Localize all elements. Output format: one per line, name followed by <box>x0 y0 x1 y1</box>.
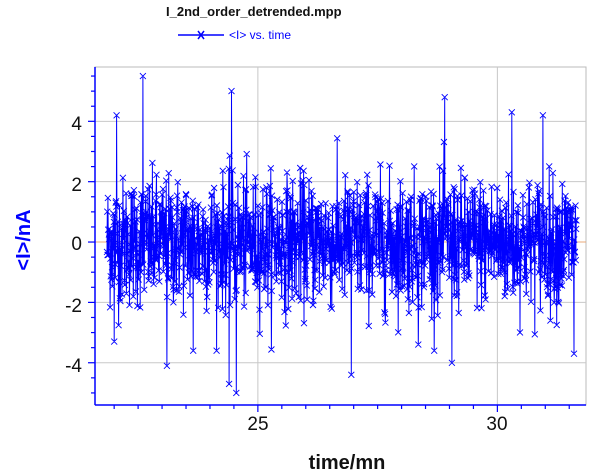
plot-area <box>88 66 587 412</box>
legend-marker <box>197 30 205 40</box>
y-tick-label-neg2: -2 <box>65 296 82 317</box>
chart-title: I_2nd_order_detrended.mpp <box>166 4 342 19</box>
legend: <I> vs. time <box>178 28 291 42</box>
legend-series-label: <I> vs. time <box>229 28 291 42</box>
y-tick-label-2: 2 <box>71 175 82 196</box>
y-tick-label-4: 4 <box>71 114 82 135</box>
x-tick-label-30: 30 <box>486 414 507 435</box>
y-tick-label-0: 0 <box>71 234 82 255</box>
y-axis-title: <I>/nA <box>13 209 35 270</box>
series-markers <box>103 72 580 397</box>
y-tick-label-neg4: -4 <box>65 356 82 377</box>
x-tick-label-25: 25 <box>247 414 268 435</box>
x-axis-title: time/mn <box>309 452 386 474</box>
